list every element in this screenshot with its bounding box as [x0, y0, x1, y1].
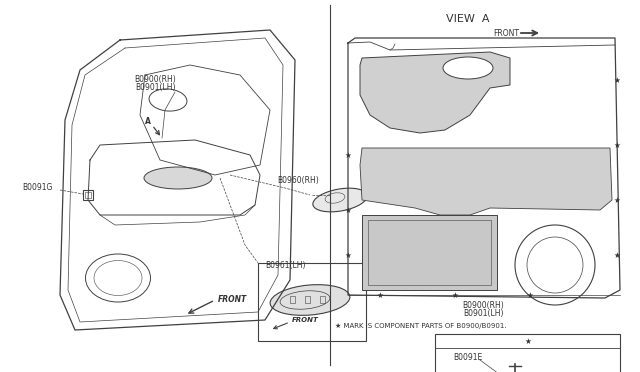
Bar: [305, 296, 310, 303]
Text: ★: ★: [524, 337, 531, 346]
Text: B0960(RH): B0960(RH): [277, 176, 319, 185]
Text: B0091E: B0091E: [453, 353, 483, 362]
Text: FRONT: FRONT: [218, 295, 247, 305]
Text: FRONT: FRONT: [493, 29, 519, 38]
Polygon shape: [360, 52, 510, 133]
Bar: [320, 296, 325, 303]
Text: B0901(LH): B0901(LH): [135, 83, 175, 92]
Text: ★: ★: [376, 291, 383, 299]
Text: ★: ★: [614, 141, 620, 150]
Text: ★: ★: [344, 250, 351, 260]
Bar: [258, 263, 366, 341]
Ellipse shape: [270, 285, 350, 315]
Text: B0901(LH): B0901(LH): [463, 309, 503, 318]
Text: ★ MARK IS COMPONENT PARTS OF B0900/B0901.: ★ MARK IS COMPONENT PARTS OF B0900/B0901…: [335, 323, 507, 329]
Text: ★: ★: [614, 76, 620, 84]
Text: FRONT: FRONT: [292, 317, 319, 323]
Bar: [362, 215, 497, 290]
Text: ★: ★: [344, 151, 351, 160]
Text: B0961(LH): B0961(LH): [265, 261, 305, 270]
Bar: [435, 334, 620, 372]
Ellipse shape: [144, 167, 212, 189]
Text: A: A: [145, 118, 151, 126]
Bar: [83, 190, 93, 200]
Text: B0900(RH): B0900(RH): [134, 75, 176, 84]
Polygon shape: [360, 148, 612, 215]
Text: VIEW  A: VIEW A: [446, 14, 490, 24]
Text: ★: ★: [614, 250, 620, 260]
Text: ★: ★: [614, 196, 620, 205]
Text: ★: ★: [527, 291, 533, 299]
Ellipse shape: [313, 188, 367, 212]
Text: B0091G: B0091G: [22, 183, 52, 192]
Ellipse shape: [443, 57, 493, 79]
Bar: [85, 192, 91, 198]
Text: ★: ★: [344, 205, 351, 215]
Bar: [290, 296, 295, 303]
Text: ★: ★: [452, 291, 458, 299]
Bar: [368, 220, 491, 285]
Text: B0900(RH): B0900(RH): [462, 301, 504, 310]
